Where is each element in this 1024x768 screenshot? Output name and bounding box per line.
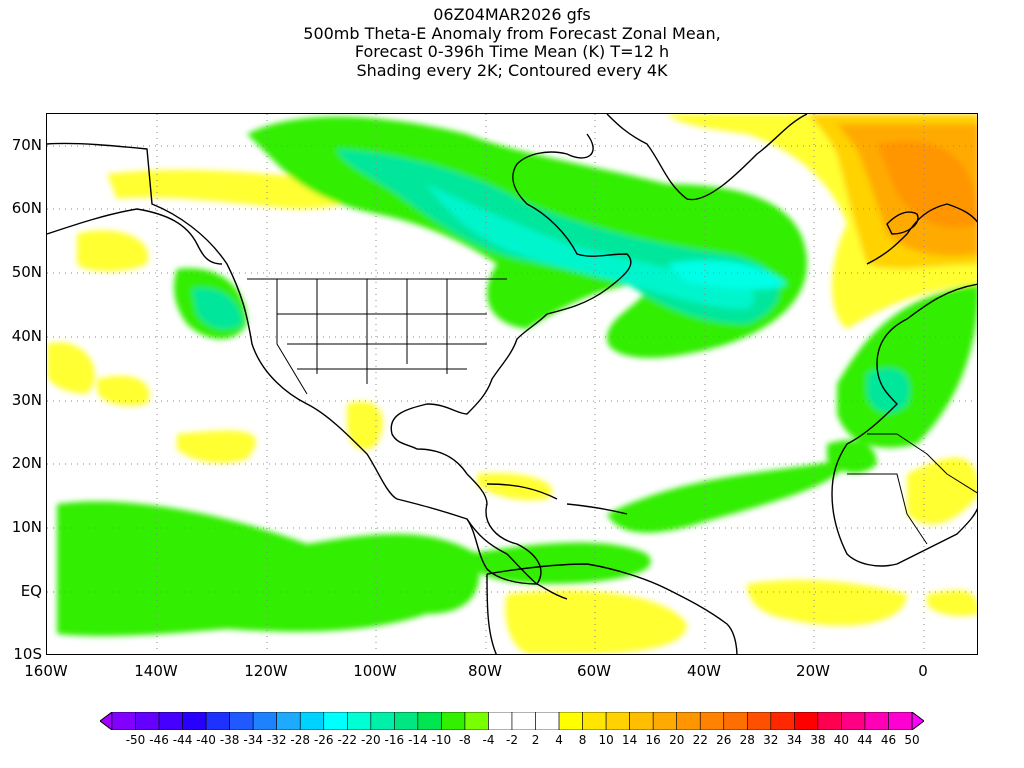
map-frame xyxy=(46,113,978,655)
colorbar-label: -22 xyxy=(337,733,358,747)
lat-label: 60N xyxy=(11,199,42,217)
colorbar-swatch xyxy=(699,712,725,730)
colorbar-label: -4 xyxy=(482,733,495,747)
lon-label: 60W xyxy=(577,662,611,680)
lat-label: 10S xyxy=(13,645,42,663)
colorbar-label: 14 xyxy=(622,733,638,747)
colorbar-label: 34 xyxy=(786,733,802,747)
colorbar-label: -14 xyxy=(408,733,428,747)
colorbar-label: 4 xyxy=(555,733,563,747)
colorbar-swatch xyxy=(346,712,372,730)
colorbar-swatch xyxy=(558,712,583,730)
colorbar-swatch xyxy=(888,712,913,730)
colorbar-swatch xyxy=(441,712,466,730)
colorbar xyxy=(100,712,924,730)
colorbar-swatch xyxy=(417,712,442,730)
colorbar-swatch xyxy=(582,712,607,730)
colorbar-swatch xyxy=(111,712,136,730)
colorbar-label: 10 xyxy=(598,733,614,747)
colorbar-swatch xyxy=(629,712,654,730)
colorbar-label: -20 xyxy=(361,733,381,747)
colorbar-label: 46 xyxy=(880,733,897,747)
colorbar-swatch xyxy=(723,712,748,730)
map-plot xyxy=(47,114,977,654)
colorbar-label: -28 xyxy=(290,733,311,747)
coastlines xyxy=(47,114,977,654)
colorbar-label: 8 xyxy=(578,733,587,747)
colorbar-swatch xyxy=(205,712,230,730)
colorbar-label: 22 xyxy=(692,733,708,747)
lat-label: 30N xyxy=(11,391,42,409)
lon-label: 140W xyxy=(134,662,178,680)
lat-label: 10N xyxy=(11,518,42,536)
colorbar-label: -10 xyxy=(431,733,452,747)
colorbar-swatch xyxy=(770,712,795,730)
colorbar-label: -34 xyxy=(243,733,263,747)
colorbar-swatch xyxy=(464,712,489,730)
lon-label: 40W xyxy=(687,662,721,680)
colorbar-swatch xyxy=(229,712,254,730)
title-line-shading: Shading every 2K; Contoured every 4K xyxy=(356,60,668,80)
lon-label: 100W xyxy=(353,662,397,680)
colorbar-swatch xyxy=(370,712,395,730)
lon-label: 80W xyxy=(468,662,502,680)
lon-label: 0 xyxy=(918,662,928,680)
colorbar-label: -16 xyxy=(384,733,405,747)
lat-label: 20N xyxy=(11,454,42,472)
colorbar-label: 16 xyxy=(645,733,661,747)
colorbar-arrow-high xyxy=(911,712,924,730)
lat-label: 50N xyxy=(11,263,42,281)
colorbar-label: 44 xyxy=(857,733,873,747)
colorbar-label: 50 xyxy=(904,733,920,747)
title-line-forecast: Forecast 0-396h Time Mean (K) T=12 h xyxy=(354,42,670,61)
colorbar-swatch xyxy=(841,712,866,730)
anomaly-shading xyxy=(47,114,977,654)
colorbar-swatch xyxy=(794,712,819,730)
colorbar-label: -50 xyxy=(125,733,146,747)
title-block: 06Z04MAR2026 gfs 500mb Theta-E Anomaly f… xyxy=(0,5,1024,80)
colorbar-label: 38 xyxy=(810,733,826,747)
colorbar-label: 26 xyxy=(716,733,732,747)
colorbar-label: -2 xyxy=(506,733,518,747)
title-line-variable: 500mb Theta-E Anomaly from Forecast Zona… xyxy=(303,23,721,43)
colorbar-label: -26 xyxy=(313,733,334,747)
colorbar-label: 40 xyxy=(833,733,850,747)
colorbar-label: 2 xyxy=(531,733,540,747)
colorbar-swatch xyxy=(652,712,678,730)
lon-label: 160W xyxy=(24,662,68,680)
colorbar-label: -38 xyxy=(219,733,240,747)
colorbar-swatch xyxy=(817,712,842,730)
colorbar-swatch xyxy=(864,712,889,730)
colorbar-swatch xyxy=(135,712,160,730)
colorbar-swatch xyxy=(511,712,536,730)
lon-label: 120W xyxy=(244,662,288,680)
colorbar-swatch xyxy=(394,712,419,730)
colorbar-label: 20 xyxy=(669,733,685,747)
colorbar-arrow-low xyxy=(100,712,113,730)
colorbar-label: 28 xyxy=(739,733,755,747)
colorbar-label: -8 xyxy=(458,733,471,747)
colorbar-label: -32 xyxy=(266,733,287,747)
colorbar-swatch xyxy=(323,712,348,730)
colorbar-swatch xyxy=(605,712,630,730)
colorbar-swatch xyxy=(182,712,207,730)
colorbar-swatch xyxy=(488,712,513,730)
colorbar-swatch xyxy=(535,712,560,730)
colorbar-swatch xyxy=(676,712,701,730)
title-line-date: 06Z04MAR2026 gfs xyxy=(433,5,591,24)
colorbar-swatch xyxy=(252,712,278,730)
lat-label: 70N xyxy=(11,136,42,154)
colorbar-swatch xyxy=(746,712,772,730)
colorbar-swatch xyxy=(276,712,301,730)
colorbar-swatch xyxy=(299,712,325,730)
lat-label: 40N xyxy=(11,327,42,345)
colorbar-label: -44 xyxy=(172,733,193,747)
lon-label: 20W xyxy=(796,662,830,680)
colorbar-label: 32 xyxy=(763,733,779,747)
colorbar-swatch xyxy=(158,712,183,730)
colorbar-label: -46 xyxy=(149,733,169,747)
graticule xyxy=(47,114,977,654)
lat-label: EQ xyxy=(20,582,42,600)
colorbar-label: -40 xyxy=(196,733,216,747)
